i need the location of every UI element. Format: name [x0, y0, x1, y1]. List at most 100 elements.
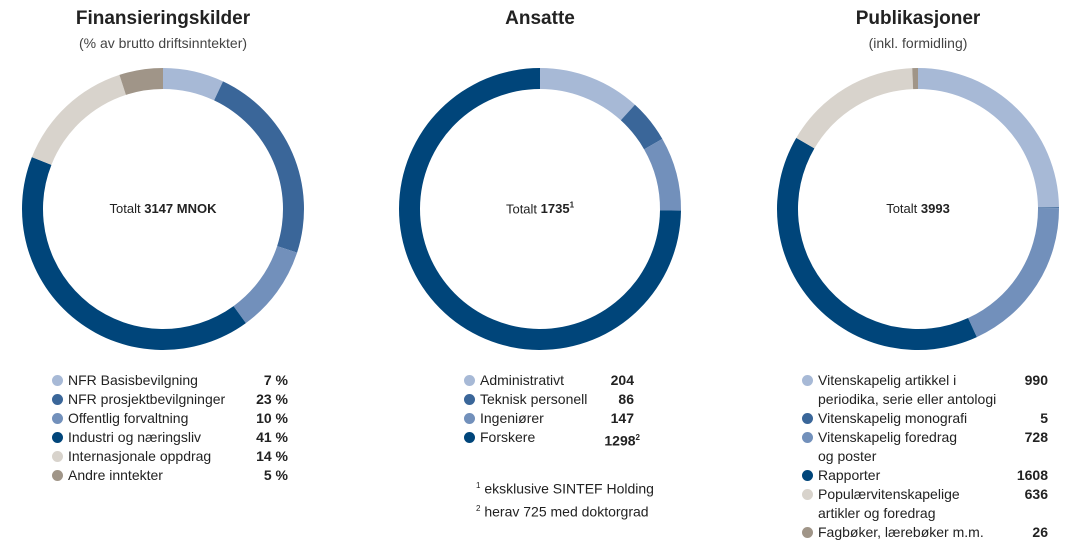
- legend-swatch: [802, 432, 813, 443]
- donut-slice: [21, 157, 246, 350]
- legend-item: Teknisk personell 86: [464, 390, 634, 409]
- legend-label: Vitenskapelig monografi: [818, 410, 968, 426]
- legend-value: 86: [618, 391, 634, 407]
- legend-item: Forskere 12982: [464, 428, 640, 449]
- legend-item: Vitenskapelig foredrag og poster 728: [802, 428, 1048, 466]
- legend-item: Populærvitenskapelige artikler og foredra…: [802, 485, 1048, 523]
- legend-value: 1608: [1016, 467, 1048, 483]
- legend-item: Administrativt 204: [464, 371, 634, 390]
- legend-label: Populærvitenskapelige: [818, 486, 960, 502]
- legend-swatch: [464, 394, 475, 405]
- legend-item: Vitenskapelig monografi 5: [802, 409, 1048, 428]
- footnote: 2 herav 725 med doktorgrad: [476, 503, 649, 520]
- legend-label: Internasjonale oppdrag: [68, 448, 212, 464]
- legend-swatch: [52, 375, 63, 386]
- legend-label: Fagbøker, lærebøker m.m.: [818, 524, 984, 540]
- legend-label: Rapporter: [818, 467, 881, 483]
- donut-slice: [912, 68, 918, 90]
- legend-item: Industri og næringsliv 41 %: [52, 428, 288, 447]
- total-label: Totalt 3993: [886, 201, 950, 216]
- legend-item: Andre inntekter 5 %: [52, 466, 288, 485]
- legend: Administrativt 204 Teknisk personell 86 Inge…: [464, 371, 640, 449]
- legend-value: 5 %: [263, 467, 288, 483]
- legend-swatch: [464, 432, 475, 443]
- legend-value: 204: [610, 372, 634, 388]
- donut-slice: [1037, 207, 1059, 209]
- chart-subtitle: (inkl. formidling): [868, 35, 968, 51]
- legend-item: Vitenskapelig artikkel i periodika, serie…: [802, 371, 1048, 409]
- donut-slice: [119, 68, 163, 95]
- donut-slice: [31, 74, 126, 165]
- legend-item: NFR prosjektbevilgninger 23 %: [52, 390, 288, 409]
- footnote-mark: 1: [476, 481, 481, 490]
- total-label: Totalt 17351: [505, 201, 575, 217]
- legend-label: NFR Basisbevilgning: [68, 372, 198, 388]
- legend-item: NFR Basisbevilgning 7 %: [52, 371, 288, 390]
- donut-slice: [918, 68, 1059, 208]
- legend-label: Forskere: [480, 429, 536, 445]
- legend-label: artikler og foredrag: [818, 505, 936, 521]
- footnote-mark: 2: [635, 433, 640, 442]
- legend-swatch: [464, 413, 475, 424]
- donut-slice: [214, 81, 304, 253]
- legend-value: 5: [1040, 410, 1048, 426]
- legend-swatch: [52, 432, 63, 443]
- legend-value: 26: [1032, 524, 1048, 540]
- legend-label: periodika, serie eller antologi: [818, 391, 997, 407]
- legend-value: 7 %: [263, 372, 288, 388]
- legend-swatch: [802, 413, 813, 424]
- donut-slice: [796, 68, 914, 149]
- donut-slice: [620, 104, 663, 150]
- legend-value: 10 %: [256, 410, 288, 426]
- legend-swatch: [52, 413, 63, 424]
- legend-value: 636: [1024, 486, 1048, 502]
- legend-swatch: [802, 489, 813, 500]
- chart-title: Publikasjoner: [855, 8, 981, 29]
- legend-item: Fagbøker, lærebøker m.m. 26: [802, 523, 1048, 542]
- donut-slice: [233, 246, 298, 324]
- legend-value: 990: [1024, 372, 1048, 388]
- legend-label: Industri og næringsliv: [68, 429, 202, 445]
- total-value: 3147 MNOK: [144, 201, 217, 216]
- legend-swatch: [802, 527, 813, 538]
- footnote-mark: 1: [569, 201, 575, 210]
- donut-slice: [644, 138, 681, 211]
- legend-label: Teknisk personell: [480, 391, 588, 407]
- legend-swatch: [802, 470, 813, 481]
- total-value: 3993: [920, 201, 950, 216]
- footnotes: 1 eksklusive SINTEF Holding 2 herav 725 m…: [476, 476, 654, 521]
- chart-title: Finansieringskilder: [75, 8, 251, 29]
- legend-item: Internasjonale oppdrag 14 %: [52, 447, 288, 466]
- legend-swatch: [52, 394, 63, 405]
- legend-label: Andre inntekter: [68, 467, 163, 483]
- legend-label: Offentlig forvaltning: [68, 410, 189, 426]
- footnote: 1 eksklusive SINTEF Holding: [476, 480, 654, 497]
- legend-swatch: [52, 451, 63, 462]
- legend-label: og poster: [818, 448, 877, 464]
- legend-swatch: [464, 375, 475, 386]
- legend: NFR Basisbevilgning 7 % NFR prosjektbevilg…: [52, 371, 288, 485]
- legend-item: Rapporter 1608: [802, 466, 1048, 485]
- legend-label: Vitenskapelig foredrag: [818, 429, 958, 445]
- legend-value: 23 %: [256, 391, 288, 407]
- legend-value: 147: [610, 410, 634, 426]
- footnote-mark: 2: [476, 503, 481, 513]
- legend-label: Vitenskapelig artikkel i: [818, 372, 957, 388]
- chart-subtitle: (% av brutto driftsinntekter): [78, 35, 248, 51]
- donut-slice: [777, 137, 977, 350]
- legend-label: Administrativt: [480, 372, 565, 388]
- legend-label: Ingeniører: [480, 410, 544, 426]
- total-label: Totalt 3147 MNOK: [109, 201, 217, 216]
- legend-value: 728: [1024, 429, 1048, 445]
- donut-slice: [540, 68, 635, 121]
- legend-item: Ingeniører 147: [464, 409, 634, 428]
- legend-item: Offentlig forvaltning 10 %: [52, 409, 288, 428]
- legend-swatch: [802, 375, 813, 386]
- donut-slice: [163, 68, 224, 101]
- legend-value: 41 %: [256, 429, 288, 445]
- legend-value: 12982: [604, 432, 640, 449]
- legend: Vitenskapelig artikkel i periodika, serie…: [802, 371, 1048, 542]
- legend-label: NFR prosjektbevilgninger: [68, 391, 226, 407]
- donut-slice: [968, 208, 1059, 338]
